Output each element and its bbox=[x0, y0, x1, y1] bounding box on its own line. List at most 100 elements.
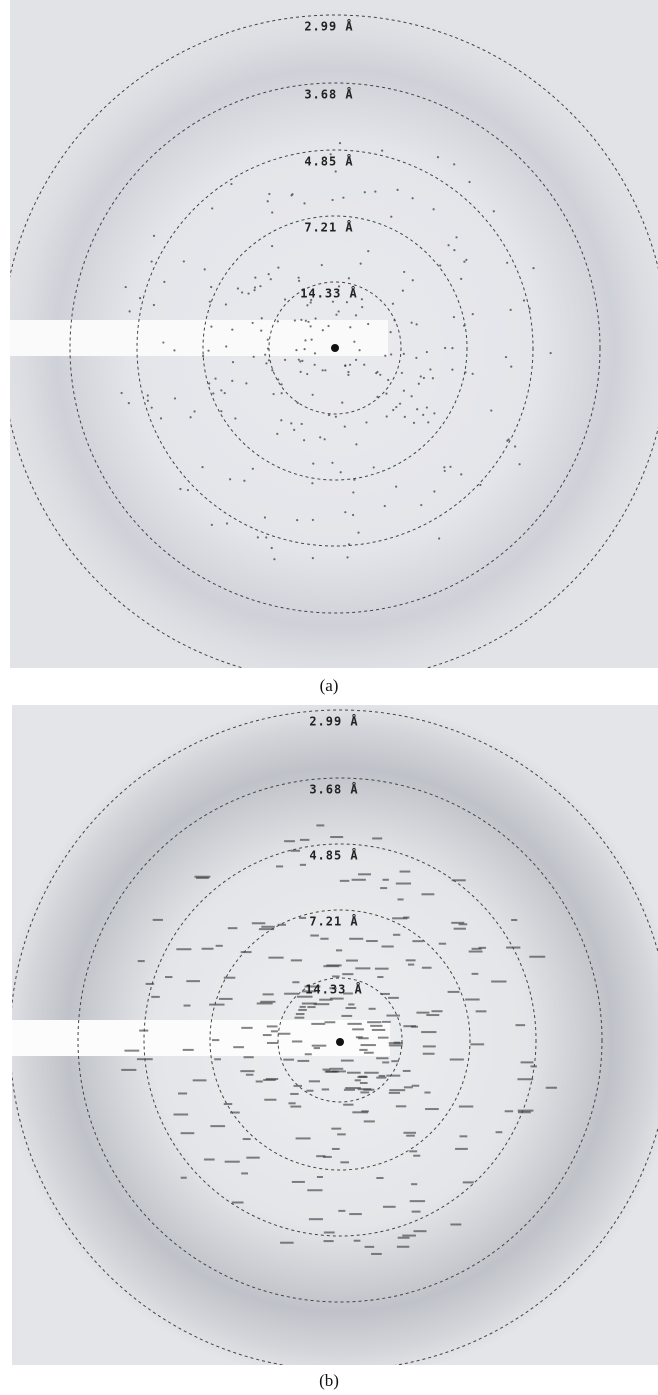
reflection bbox=[450, 1223, 461, 1225]
reflection bbox=[510, 365, 512, 367]
reflection bbox=[397, 1246, 409, 1248]
reflection bbox=[284, 993, 298, 995]
figure: 14.33 Å7.21 Å4.85 Å3.68 Å2.99 Å (a) 14.3… bbox=[0, 0, 658, 1395]
reflection bbox=[259, 285, 261, 287]
reflection bbox=[209, 1004, 224, 1006]
reflection bbox=[399, 403, 401, 405]
reflection bbox=[288, 1102, 295, 1104]
reflection bbox=[406, 1135, 415, 1137]
reflection bbox=[320, 938, 328, 940]
reflection bbox=[358, 1088, 372, 1090]
reflection bbox=[207, 350, 209, 352]
reflection bbox=[293, 429, 295, 431]
reflection bbox=[322, 1088, 329, 1090]
reflection bbox=[330, 1068, 344, 1070]
ring-label: 4.85 Å bbox=[304, 154, 353, 169]
reflection bbox=[382, 946, 394, 948]
reflection bbox=[372, 1029, 385, 1031]
reflection bbox=[444, 347, 446, 349]
reflection bbox=[346, 556, 348, 558]
reflection bbox=[426, 406, 428, 408]
ring-label: 14.33 Å bbox=[305, 982, 363, 997]
reflection bbox=[358, 873, 371, 875]
reflection bbox=[337, 1133, 346, 1135]
reflection bbox=[298, 1009, 307, 1011]
reflection bbox=[394, 1042, 400, 1044]
reflection bbox=[469, 951, 483, 953]
reflection bbox=[341, 1060, 354, 1062]
reflection bbox=[389, 1044, 403, 1046]
reflection bbox=[390, 331, 392, 333]
reflection bbox=[382, 1021, 391, 1023]
reflection bbox=[254, 276, 256, 278]
reflection bbox=[183, 260, 185, 262]
reflection bbox=[411, 322, 413, 324]
reflection bbox=[352, 1028, 364, 1030]
reflection bbox=[202, 948, 214, 950]
reflection bbox=[443, 466, 445, 468]
reflection bbox=[241, 291, 243, 293]
reflection bbox=[349, 1213, 362, 1215]
reflection bbox=[290, 1106, 301, 1108]
reflection bbox=[210, 325, 212, 327]
reflection bbox=[422, 967, 432, 969]
reflection bbox=[413, 422, 415, 424]
reflection bbox=[341, 1015, 352, 1017]
reflection bbox=[460, 278, 462, 280]
reflection bbox=[346, 960, 358, 962]
reflection bbox=[390, 216, 392, 218]
reflection bbox=[234, 417, 236, 419]
caption: (a) bbox=[320, 676, 339, 695]
reflection bbox=[307, 1189, 322, 1191]
reflection bbox=[216, 945, 223, 947]
reflection bbox=[314, 1003, 330, 1005]
reflection bbox=[360, 1082, 368, 1084]
reflection bbox=[453, 316, 455, 318]
reflection bbox=[460, 1135, 468, 1137]
reflection bbox=[393, 934, 400, 936]
reflection bbox=[550, 352, 552, 354]
reflection bbox=[324, 438, 326, 440]
reflection bbox=[438, 537, 440, 539]
reflection bbox=[532, 267, 534, 269]
reflection bbox=[270, 278, 272, 280]
reflection bbox=[268, 273, 270, 275]
reflection bbox=[402, 290, 404, 292]
reflection bbox=[312, 394, 314, 396]
reflection bbox=[349, 364, 351, 366]
reflection bbox=[361, 1044, 376, 1046]
reflection bbox=[267, 339, 269, 341]
reflection bbox=[420, 504, 422, 506]
reflection bbox=[463, 1181, 474, 1183]
reflection bbox=[253, 289, 255, 291]
reflection bbox=[505, 1110, 513, 1112]
reflection bbox=[267, 200, 269, 202]
reflection bbox=[517, 1078, 533, 1080]
reflection bbox=[312, 519, 314, 521]
reflection bbox=[465, 259, 467, 261]
reflection bbox=[332, 301, 334, 303]
reflection bbox=[449, 466, 451, 468]
reflection bbox=[530, 1065, 536, 1067]
reflection bbox=[246, 1157, 259, 1159]
reflection bbox=[204, 268, 206, 270]
reflection bbox=[518, 463, 520, 465]
reflection bbox=[294, 1085, 302, 1087]
reflection bbox=[201, 466, 203, 468]
reflection bbox=[189, 416, 191, 418]
reflection bbox=[311, 1023, 325, 1025]
reflection bbox=[361, 306, 363, 308]
reflection bbox=[429, 368, 431, 370]
reflection bbox=[505, 356, 507, 358]
reflection bbox=[383, 879, 389, 881]
reflection bbox=[432, 377, 434, 379]
reflection bbox=[283, 1059, 294, 1061]
reflection bbox=[364, 1072, 378, 1074]
reflection bbox=[357, 1076, 367, 1078]
reflection bbox=[165, 976, 172, 978]
reflection bbox=[422, 414, 424, 416]
reflection bbox=[412, 279, 414, 281]
reflection bbox=[380, 887, 387, 889]
reflection bbox=[349, 938, 363, 940]
reflection bbox=[181, 1177, 187, 1179]
